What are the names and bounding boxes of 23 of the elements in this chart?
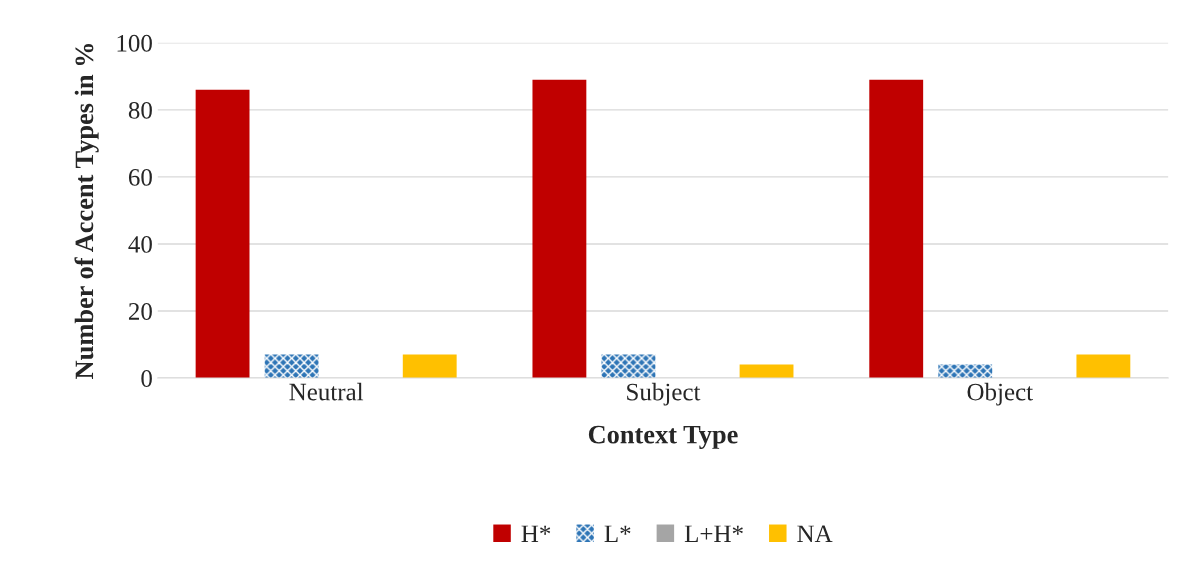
x-tick-label: Object <box>967 382 1033 406</box>
legend-label: NA <box>797 525 833 543</box>
legend-label: L* <box>604 525 631 543</box>
y-tick-label: 100 <box>117 34 152 52</box>
bar <box>264 354 319 378</box>
bar <box>601 354 656 378</box>
bar <box>938 364 993 378</box>
bar <box>532 79 587 378</box>
legend-label: H* <box>521 525 551 543</box>
y-tick-label: 40 <box>128 235 152 253</box>
y-tick-label: 60 <box>128 168 152 186</box>
y-axis-title: Number of Accent Types in % <box>74 43 99 379</box>
bar <box>869 79 924 378</box>
bar <box>402 354 457 378</box>
y-tick-label: 0 <box>141 370 152 387</box>
y-tick-label: 80 <box>128 101 152 119</box>
x-tick-label: Subject <box>627 382 701 406</box>
bar <box>1076 354 1131 378</box>
bar <box>195 89 250 378</box>
y-tick-label: 20 <box>128 303 152 320</box>
legend-label: L+H* <box>684 525 743 543</box>
x-tick-label: Neutral <box>289 382 364 401</box>
x-axis-title: Context Type <box>588 425 738 449</box>
